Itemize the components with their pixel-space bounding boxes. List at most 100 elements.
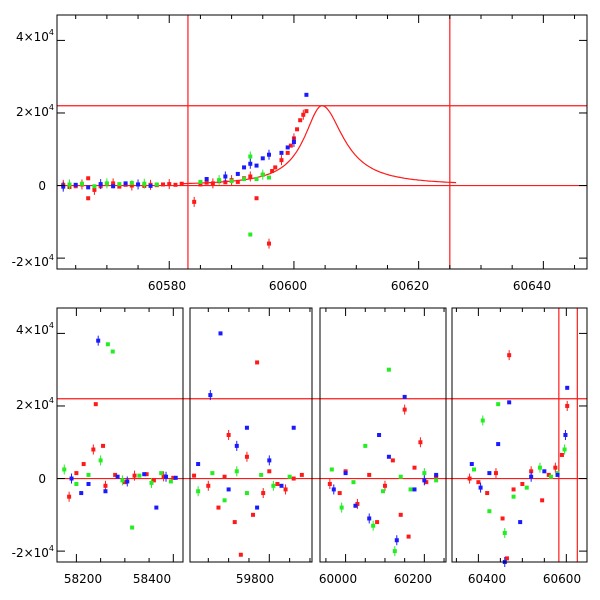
- data-point: [562, 447, 567, 452]
- data-point: [244, 425, 249, 430]
- data-point: [101, 443, 106, 448]
- top-panel: 60580 60600 60620 60640 -2×104 0 2×104 4…: [12, 14, 588, 293]
- y-tick-label: 0: [38, 472, 46, 486]
- data-point: [223, 180, 228, 185]
- data-point: [502, 530, 507, 535]
- y-tick-label: 4×104: [16, 321, 54, 337]
- segment-frame: [451, 307, 588, 563]
- data-point: [129, 181, 134, 186]
- data-point: [279, 158, 284, 163]
- data-point: [86, 196, 91, 201]
- x-tick-label: 60580: [148, 279, 186, 293]
- data-point: [559, 452, 564, 457]
- data-point: [353, 503, 358, 508]
- data-point: [381, 489, 385, 494]
- data-point: [542, 469, 547, 474]
- data-point: [210, 471, 215, 476]
- data-point: [375, 520, 380, 525]
- data-point: [144, 472, 149, 477]
- segment-frame: [319, 307, 447, 563]
- data-point: [507, 400, 512, 405]
- data-point: [524, 485, 529, 490]
- data-point: [111, 184, 116, 189]
- data-point: [267, 175, 271, 180]
- data-point: [229, 179, 234, 184]
- data-point: [164, 474, 169, 479]
- data-point: [285, 145, 290, 150]
- data-point: [242, 177, 247, 182]
- data-point: [210, 181, 215, 186]
- bottom-ticks: [57, 308, 587, 562]
- data-point: [222, 498, 227, 503]
- data-point: [540, 498, 545, 503]
- data-point: [398, 512, 403, 517]
- data-point: [244, 491, 249, 496]
- data-point: [216, 505, 221, 510]
- data-point: [487, 471, 492, 476]
- data-point: [329, 467, 334, 472]
- data-point: [204, 180, 209, 185]
- data-point: [255, 360, 260, 365]
- data-point: [343, 471, 348, 476]
- data-point: [93, 402, 98, 407]
- data-point: [275, 481, 280, 486]
- data-point: [285, 150, 290, 155]
- data-point: [291, 476, 296, 481]
- data-point: [222, 474, 227, 479]
- data-point: [377, 433, 382, 437]
- data-point: [204, 177, 209, 182]
- data-point: [546, 472, 551, 477]
- data-point: [149, 480, 154, 485]
- data-point: [392, 549, 397, 554]
- data-point: [223, 174, 228, 179]
- data-point: [548, 474, 553, 479]
- data-point: [86, 472, 91, 477]
- data-point: [304, 109, 309, 114]
- data-point: [98, 458, 103, 463]
- data-point: [496, 442, 501, 447]
- data-point: [232, 520, 237, 525]
- x-tick-label: 60600: [269, 279, 307, 293]
- data-point: [92, 187, 97, 192]
- x-tick-label: 58400: [133, 572, 171, 586]
- data-point: [291, 140, 296, 144]
- data-point: [367, 472, 372, 477]
- data-point: [301, 112, 306, 117]
- data-point: [511, 487, 516, 492]
- bottom-frames: [56, 307, 588, 563]
- data-point: [507, 353, 512, 358]
- data-point: [86, 481, 91, 486]
- data-point: [386, 367, 391, 372]
- data-point: [67, 182, 72, 187]
- data-point: [62, 467, 67, 472]
- data-point: [104, 181, 109, 186]
- data-point: [504, 556, 509, 561]
- data-point: [422, 478, 427, 483]
- data-point: [496, 402, 501, 407]
- y-tick-label: -2×104: [12, 253, 54, 269]
- data-point: [260, 172, 265, 177]
- data-point: [103, 489, 108, 494]
- data-point: [487, 509, 492, 514]
- bottom-plot-area: [57, 308, 587, 567]
- data-point: [123, 181, 128, 186]
- data-point: [110, 349, 115, 354]
- data-point: [86, 185, 91, 190]
- top-y-tick-labels: -2×104 0 2×104 4×104: [12, 28, 54, 269]
- data-point: [529, 474, 534, 479]
- data-point: [117, 184, 122, 189]
- data-point: [394, 538, 399, 543]
- data-point: [271, 483, 276, 488]
- data-point: [279, 150, 284, 155]
- data-point: [295, 127, 300, 132]
- data-point: [61, 184, 66, 189]
- data-point: [171, 475, 176, 480]
- data-point: [434, 472, 439, 477]
- data-point: [218, 331, 223, 336]
- data-point: [73, 182, 78, 187]
- data-point: [500, 516, 505, 521]
- data-point: [136, 182, 141, 187]
- data-point: [267, 469, 272, 474]
- data-point: [390, 458, 395, 463]
- data-point: [173, 182, 178, 187]
